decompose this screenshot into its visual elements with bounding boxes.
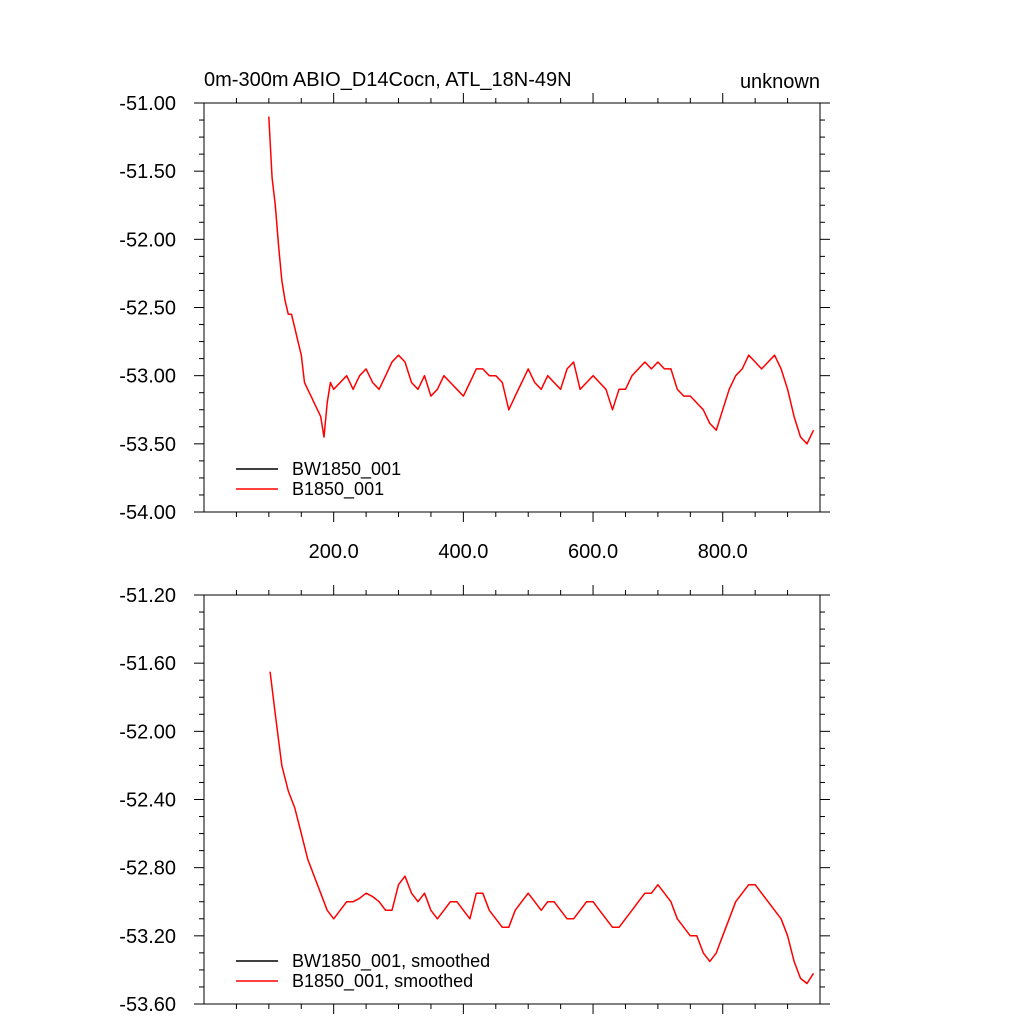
y-tick-label: -52.40 bbox=[119, 790, 176, 812]
y-tick-label: -52.00 bbox=[119, 229, 176, 251]
series-line bbox=[268, 116, 815, 445]
y-tick-label: -53.60 bbox=[119, 994, 176, 1016]
y-tick-label: -52.50 bbox=[119, 298, 176, 320]
x-tick-label: 200.0 bbox=[309, 541, 359, 563]
series-line bbox=[269, 671, 815, 985]
legend-label: B1850_001 bbox=[292, 479, 384, 500]
y-tick-label: -51.50 bbox=[119, 161, 176, 183]
x-tick-label: 600.0 bbox=[568, 541, 618, 563]
plot-frame bbox=[203, 594, 821, 1005]
top-panel: 0m-300m ABIO_D14Cocn, ATL_18N-49N unknow… bbox=[119, 69, 830, 563]
y-tick-label: -53.20 bbox=[119, 926, 176, 948]
legend-label: B1850_001, smoothed bbox=[292, 971, 473, 992]
y-tick-label: -51.20 bbox=[119, 585, 176, 607]
y-tick-label: -52.80 bbox=[119, 858, 176, 880]
plot-frame bbox=[203, 102, 821, 513]
chart-title: 0m-300m ABIO_D14Cocn, ATL_18N-49N bbox=[204, 69, 572, 91]
x-tick-label: 400.0 bbox=[438, 541, 488, 563]
y-tick-label: -54.00 bbox=[119, 502, 176, 524]
chart-title-right: unknown bbox=[740, 71, 820, 93]
y-tick-label: -51.60 bbox=[119, 653, 176, 675]
y-tick-label: -53.00 bbox=[119, 366, 176, 388]
x-tick-label: 800.0 bbox=[698, 541, 748, 563]
y-tick-label: -53.50 bbox=[119, 434, 176, 456]
legend-label: BW1850_001, smoothed bbox=[292, 951, 490, 972]
legend-label: BW1850_001 bbox=[292, 459, 401, 480]
y-tick-label: -52.00 bbox=[119, 721, 176, 743]
bottom-panel: -51.20 -51.60 -52.00 -52.40 -52.80 -53.20 -53.… bbox=[119, 585, 830, 1016]
y-tick-label: -51.00 bbox=[119, 93, 176, 115]
